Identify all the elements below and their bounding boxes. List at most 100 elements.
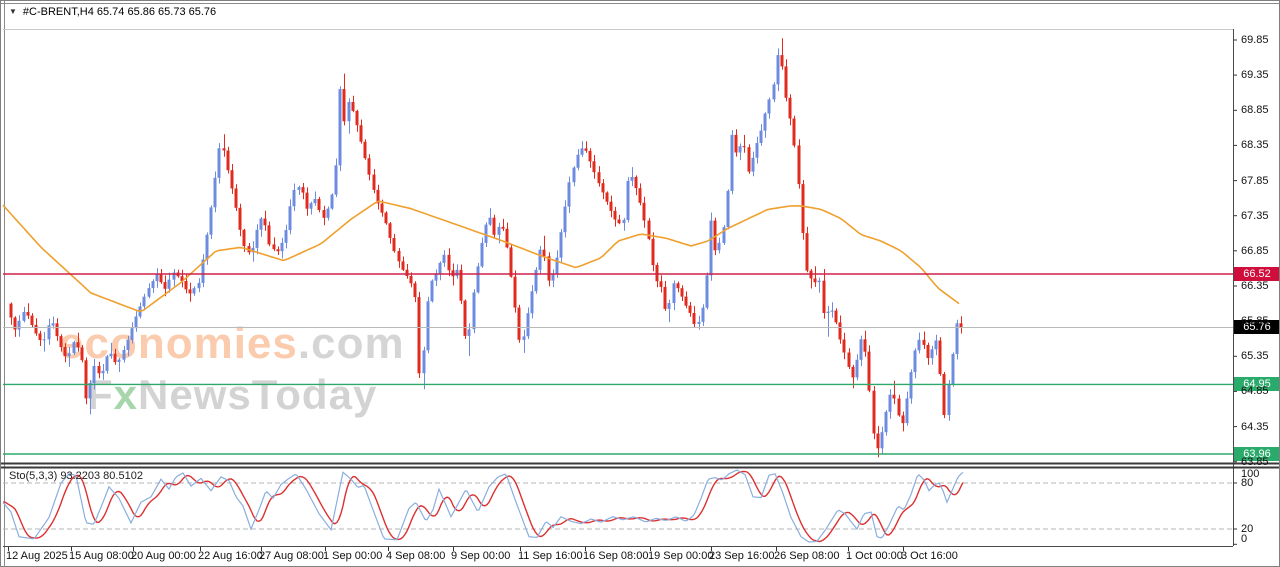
candle-body xyxy=(447,254,451,271)
stochastic-k-line xyxy=(2,469,964,543)
candle-body xyxy=(451,270,455,277)
price-axis-label: 68.85 xyxy=(1241,104,1269,116)
candle-body xyxy=(226,150,230,171)
candle-body xyxy=(480,242,484,267)
stoch-axis-label: 80 xyxy=(1241,477,1254,489)
candle-body xyxy=(701,307,705,322)
candle-body xyxy=(17,320,21,330)
candle-body xyxy=(267,225,271,245)
candle-body xyxy=(376,189,380,204)
candle-body xyxy=(530,291,534,314)
price-tag-66.52: 66.52 xyxy=(1234,267,1279,281)
date-label: 20 Aug 00:00 xyxy=(131,550,196,562)
candle-body xyxy=(317,199,321,210)
candle-body xyxy=(26,312,30,316)
candle-body xyxy=(9,303,13,318)
candle-body xyxy=(622,219,626,224)
candle-body xyxy=(651,238,655,266)
moving-average-line xyxy=(2,200,960,313)
candle-body xyxy=(788,97,792,119)
candle-body xyxy=(942,374,946,415)
candle-body xyxy=(401,261,405,270)
candle-body xyxy=(363,141,367,159)
candle-body xyxy=(409,276,413,284)
candle-body xyxy=(180,276,184,281)
candle-body xyxy=(155,274,159,282)
candle-body xyxy=(76,342,80,348)
candle-body xyxy=(638,188,642,203)
candle-body xyxy=(734,134,738,153)
candle-body xyxy=(747,147,751,172)
candle-body xyxy=(476,266,480,293)
stoch-axis-label: 100 xyxy=(1241,468,1260,480)
price-tag-65.76: 65.76 xyxy=(1234,320,1279,334)
stoch-axis-label: 20 xyxy=(1241,523,1254,535)
candle-body xyxy=(442,254,446,263)
candle-body xyxy=(755,143,759,158)
candle-body xyxy=(884,411,888,433)
candle-body xyxy=(572,167,576,183)
candle-body xyxy=(555,257,559,275)
candle-body xyxy=(905,398,909,423)
candle-body xyxy=(672,283,676,303)
candle-body xyxy=(851,366,855,378)
candle-body xyxy=(784,66,788,98)
candle-body xyxy=(92,366,96,383)
candle-body xyxy=(388,223,392,238)
candle-body xyxy=(392,238,396,252)
candle-body xyxy=(238,207,242,230)
candle-body xyxy=(926,344,930,359)
date-label: 27 Aug 08:00 xyxy=(259,550,324,562)
candle-body xyxy=(605,192,609,202)
stochastic-indicator-label: Sto(5,3,3) 93.2203 80.5102 xyxy=(9,470,143,482)
candle-body xyxy=(472,292,476,330)
candle-body xyxy=(172,272,176,280)
candle-body xyxy=(892,394,896,399)
candle-body xyxy=(697,321,701,324)
candle-body xyxy=(897,398,901,416)
candle-body xyxy=(817,280,821,283)
candle-body xyxy=(288,206,292,231)
candle-body xyxy=(338,89,342,166)
candle-body xyxy=(272,244,276,250)
candle-body xyxy=(751,157,755,172)
candle-body xyxy=(434,273,438,281)
candle-body xyxy=(872,390,876,434)
price-axis-label: 65.85 xyxy=(1241,315,1269,327)
candle-body xyxy=(597,172,601,184)
candle-body xyxy=(959,323,963,328)
candle-body xyxy=(888,394,892,412)
candle-body xyxy=(492,217,496,235)
candle-body xyxy=(722,227,726,243)
candle-body xyxy=(634,177,638,189)
candle-body xyxy=(97,366,101,374)
candle-body xyxy=(822,280,826,313)
candle-body xyxy=(113,353,117,363)
candle-body xyxy=(913,350,917,373)
candle-body xyxy=(397,251,401,262)
candle-body xyxy=(63,347,67,357)
candle-body xyxy=(538,249,542,270)
candle-body xyxy=(797,145,801,185)
candle-body xyxy=(901,415,905,424)
price-axis-label: 64.85 xyxy=(1241,385,1269,397)
candle-body xyxy=(680,288,684,297)
time-axis[interactable] xyxy=(1,546,1233,566)
candle-body xyxy=(792,118,796,146)
candle-body xyxy=(859,339,863,360)
candle-body xyxy=(855,359,859,378)
candle-body xyxy=(255,229,259,248)
candle-body xyxy=(413,283,417,298)
candle-body xyxy=(372,174,376,190)
candle-body xyxy=(838,322,842,340)
date-label: 16 Sep 08:00 xyxy=(583,550,649,562)
symbol-dropdown-icon[interactable]: ▼ xyxy=(9,7,17,16)
candle-body xyxy=(505,228,509,248)
candle-body xyxy=(47,325,51,340)
candle-body xyxy=(463,300,467,336)
price-axis-label: 67.35 xyxy=(1241,210,1269,222)
pane-splitter[interactable] xyxy=(1,462,1279,469)
price-axis-label: 66.35 xyxy=(1241,280,1269,292)
